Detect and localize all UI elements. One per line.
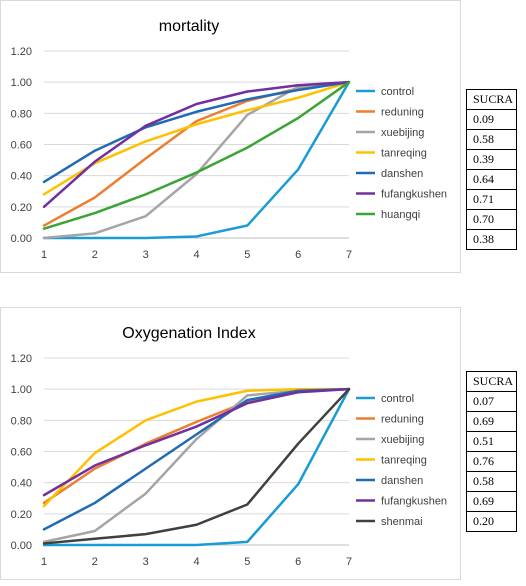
- x-tick-label: 6: [295, 556, 301, 568]
- series-line-tanreqing: [42, 80, 351, 196]
- x-tick-label: 2: [92, 556, 98, 568]
- x-tick-label: 2: [92, 249, 98, 261]
- y-tick-label: 0.80: [11, 415, 32, 427]
- x-tick-label: 4: [193, 556, 199, 568]
- legend-label-reduning: reduning: [381, 414, 424, 426]
- series-line-shenmai: [42, 387, 351, 545]
- x-tick-label: 6: [295, 249, 301, 261]
- legend-label-huangqi: huangqi: [381, 209, 420, 221]
- x-tick-label: 7: [346, 249, 352, 261]
- chart-title: mortality: [159, 18, 219, 35]
- sucra-value: 0.71: [466, 189, 517, 210]
- x-tick-label: 3: [143, 249, 149, 261]
- sucra-value: 0.58: [466, 471, 517, 492]
- oxygenation-chart: Oxygenation Index 0.00 0.20 0.40 0.60 0.80 1.0…: [11, 325, 447, 568]
- series-line-fufangkushen: [42, 80, 351, 209]
- y-tick-label: 0.40: [11, 478, 32, 490]
- series-line-fufangkushen: [42, 387, 351, 497]
- legend-label-reduning: reduning: [381, 107, 424, 119]
- sucra-value: 0.69: [466, 411, 517, 432]
- legend-label-control: control: [381, 393, 414, 405]
- mortality-sucra-table: SUCRA 0.09 0.58 0.39 0.64 0.71 0.70 0.38: [466, 89, 517, 250]
- y-tick-label: 0.60: [11, 447, 32, 459]
- x-tick-label: 1: [41, 556, 47, 568]
- x-tick-label: 7: [346, 556, 352, 568]
- sucra-value: 0.64: [466, 169, 517, 190]
- legend-label-fufangkushen: fufangkushen: [381, 189, 447, 201]
- sucra-header: SUCRA: [466, 89, 517, 110]
- sucra-value: 0.76: [466, 451, 517, 472]
- series-line-danshen: [42, 387, 351, 531]
- oxygenation-chart-panel: Oxygenation Index 0.00 0.20 0.40 0.60 0.80 1.0…: [0, 307, 461, 580]
- y-tick-label: 0.40: [11, 171, 32, 183]
- legend-label-xuebijing: xuebijing: [381, 127, 424, 139]
- mortality-chart: mortality 0.00 0.20 0.40 0.60 0.80 1.00 1.20 1 2 3…: [11, 18, 447, 261]
- sucra-value: 0.07: [466, 391, 517, 412]
- x-tick-label: 4: [193, 249, 199, 261]
- series-line-control: [42, 387, 351, 547]
- y-tick-label: 1.00: [11, 384, 32, 396]
- sucra-value: 0.69: [466, 491, 517, 512]
- sucra-value: 0.51: [466, 431, 517, 452]
- y-tick-label: 0.60: [11, 140, 32, 152]
- chart-title: Oxygenation Index: [122, 325, 255, 342]
- sucra-value: 0.09: [466, 109, 517, 130]
- series-line-danshen: [42, 80, 351, 184]
- sucra-header: SUCRA: [466, 371, 517, 392]
- oxygenation-sucra-table: SUCRA 0.07 0.69 0.51 0.76 0.58 0.69 0.20: [466, 371, 517, 532]
- x-tick-label: 5: [244, 249, 250, 261]
- y-tick-label: 0.20: [11, 202, 32, 214]
- legend-label-fufangkushen: fufangkushen: [381, 496, 447, 508]
- legend-label-danshen: danshen: [381, 475, 423, 487]
- sucra-value: 0.38: [466, 229, 517, 250]
- sucra-value: 0.20: [466, 511, 517, 532]
- series-line-tanreqing: [42, 387, 351, 508]
- y-tick-label: 1.00: [11, 77, 32, 89]
- legend-label-shenmai: shenmai: [381, 516, 423, 528]
- legend-label-danshen: danshen: [381, 168, 423, 180]
- x-tick-label: 1: [41, 249, 47, 261]
- y-tick-label: 0.00: [11, 233, 32, 245]
- y-tick-label: 0.20: [11, 509, 32, 521]
- sucra-value: 0.58: [466, 129, 517, 150]
- sucra-value: 0.39: [466, 149, 517, 170]
- series-line-huangqi: [42, 80, 351, 230]
- legend-label-tanreqing: tanreqing: [381, 148, 427, 160]
- legend-label-xuebijing: xuebijing: [381, 434, 424, 446]
- series-line-reduning: [42, 80, 351, 227]
- y-tick-label: 1.20: [11, 46, 32, 58]
- x-tick-label: 5: [244, 556, 250, 568]
- y-tick-label: 1.20: [11, 353, 32, 365]
- mortality-chart-panel: mortality 0.00 0.20 0.40 0.60 0.80 1.00 1.20 1 2 3…: [0, 0, 461, 273]
- series-line-xuebijing: [42, 80, 351, 240]
- x-tick-label: 3: [143, 556, 149, 568]
- series-line-xuebijing: [42, 387, 351, 544]
- sucra-value: 0.70: [466, 209, 517, 230]
- series-line-reduning: [42, 387, 351, 505]
- legend-label-tanreqing: tanreqing: [381, 455, 427, 467]
- y-tick-label: 0.80: [11, 108, 32, 120]
- legend-label-control: control: [381, 86, 414, 98]
- y-tick-label: 0.00: [11, 540, 32, 552]
- series-line-control: [42, 80, 351, 240]
